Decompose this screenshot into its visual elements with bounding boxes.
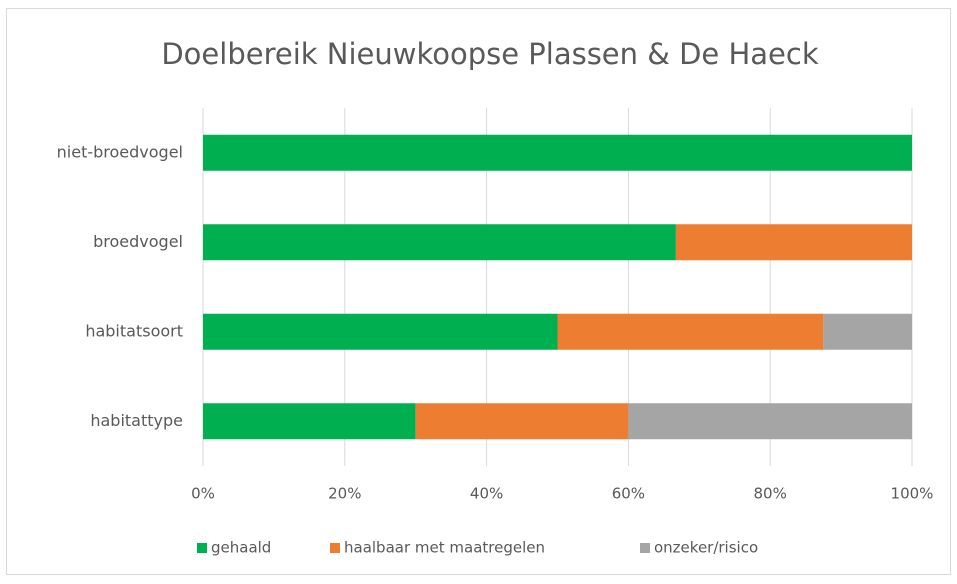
legend-swatch bbox=[330, 543, 340, 553]
legend-swatch bbox=[640, 543, 650, 553]
bar-segment bbox=[415, 403, 629, 440]
bar-segment bbox=[203, 403, 416, 440]
bar-segment bbox=[823, 313, 912, 350]
chart-title: Doelbereik Nieuwkoopse Plassen & De Haec… bbox=[161, 37, 818, 71]
chart-frame bbox=[6, 8, 951, 575]
y-tick-label: broedvogel bbox=[93, 232, 183, 251]
y-tick-label: habitatsoort bbox=[85, 321, 183, 340]
bar-segment bbox=[203, 313, 558, 350]
bar-segment bbox=[557, 313, 824, 350]
bar-segment bbox=[628, 403, 912, 440]
x-tick-label: 20% bbox=[328, 485, 361, 503]
bar-segment bbox=[203, 134, 912, 171]
bar-segment bbox=[675, 224, 912, 261]
x-tick-label: 100% bbox=[891, 485, 934, 503]
x-tick-label: 80% bbox=[754, 485, 787, 503]
legend-label: onzeker/risico bbox=[654, 539, 758, 557]
y-tick-label: niet-broedvogel bbox=[57, 142, 183, 161]
x-tick-label: 40% bbox=[470, 485, 503, 503]
x-tick-label: 60% bbox=[612, 485, 645, 503]
x-tick-label: 0% bbox=[191, 485, 215, 503]
bar-segment bbox=[203, 224, 676, 261]
legend-swatch bbox=[197, 543, 207, 553]
legend-label: haalbaar met maatregelen bbox=[344, 539, 545, 557]
legend-label: gehaald bbox=[211, 539, 271, 557]
y-tick-label: habitattype bbox=[90, 411, 183, 430]
